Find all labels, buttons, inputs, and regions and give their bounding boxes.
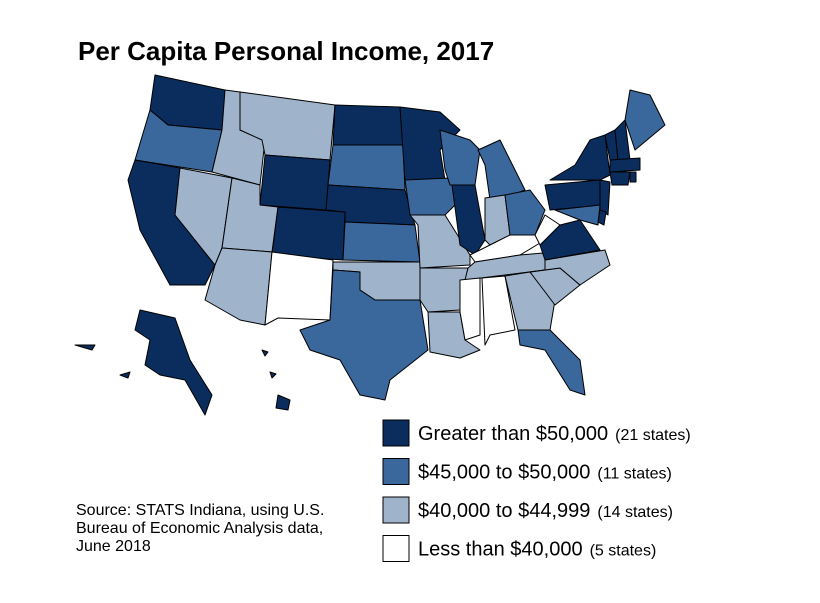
state	[517, 329, 586, 396]
legend-label: $45,000 to $50,000	[418, 462, 590, 484]
legend-label: Greater than $50,000	[418, 423, 608, 445]
state	[609, 171, 631, 186]
legend-swatch	[382, 535, 410, 562]
state	[529, 249, 611, 286]
state	[439, 129, 481, 186]
state	[554, 204, 601, 226]
source-note: Source: STATS Indiana, using U.S.Bureau …	[76, 502, 324, 555]
legend-swatch	[382, 458, 410, 485]
state	[327, 144, 406, 191]
state	[271, 206, 346, 261]
state	[275, 394, 291, 411]
state	[481, 275, 516, 346]
legend-entry: Greater than $50,000 (21 states)	[418, 423, 691, 445]
state	[299, 269, 429, 401]
legend: Greater than $50,000 (21 states) $45,000 t…	[382, 419, 691, 562]
state	[599, 179, 611, 216]
state	[451, 184, 486, 256]
state	[609, 157, 641, 173]
state	[629, 171, 637, 183]
legend-count: (11 states)	[597, 466, 671, 483]
source-line: June 2018	[76, 538, 151, 555]
state	[74, 344, 96, 351]
state	[264, 251, 334, 326]
us-map	[74, 74, 666, 416]
legend-label: Less than $40,000	[418, 539, 583, 561]
state	[534, 214, 561, 246]
state	[409, 214, 471, 269]
legend-swatch	[382, 419, 410, 447]
legend-count: (14 states)	[597, 504, 673, 521]
state	[624, 89, 666, 151]
legend-entry: Less than $40,000 (5 states)	[418, 539, 656, 561]
source-line: Source: STATS Indiana, using U.S.	[76, 502, 324, 519]
state	[134, 309, 213, 416]
state	[597, 209, 607, 226]
state	[332, 104, 404, 146]
state	[119, 371, 131, 379]
state	[259, 154, 331, 211]
state	[342, 221, 421, 263]
legend-count: (5 states)	[590, 543, 657, 560]
state	[504, 189, 546, 236]
state	[549, 134, 611, 181]
source-line: Bureau of Economic Analysis data,	[76, 520, 323, 537]
legend-swatch	[382, 496, 410, 524]
legend-entry: $45,000 to $50,000 (11 states)	[418, 462, 672, 484]
legend-entry: $40,000 to $44,999 (14 states)	[418, 500, 673, 522]
legend-count: (21 states)	[615, 427, 691, 444]
state	[459, 277, 481, 341]
map-title: Per Capita Personal Income, 2017	[78, 36, 494, 66]
state	[269, 371, 277, 379]
state	[419, 267, 469, 313]
state	[261, 349, 269, 357]
state	[404, 177, 461, 216]
legend-label: $40,000 to $44,999	[418, 500, 590, 522]
state	[477, 139, 526, 201]
